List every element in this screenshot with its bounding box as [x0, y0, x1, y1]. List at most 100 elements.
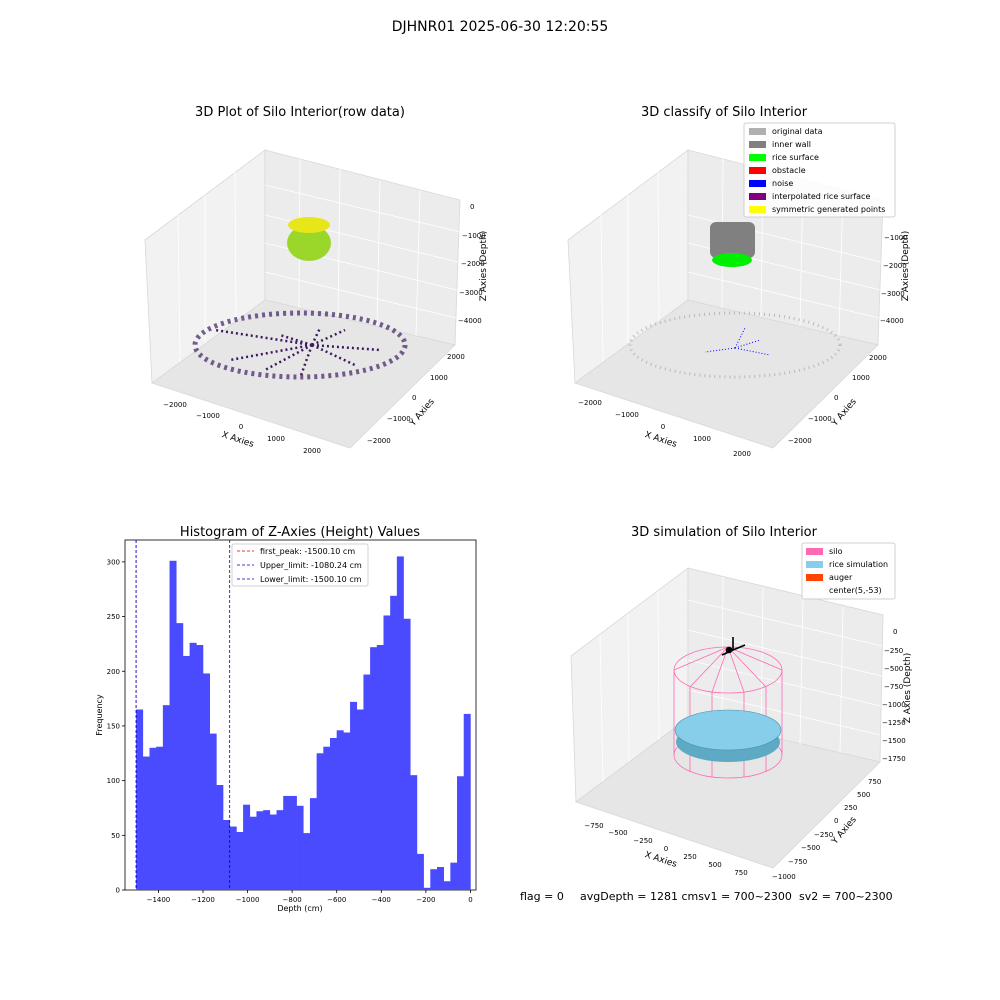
raw-3d-z-tick: 0 — [470, 203, 474, 211]
classify-3d-legend-item: interpolated rice surface — [749, 192, 870, 201]
histogram-bar — [309, 798, 317, 891]
raw-3d-x-tick: 0 — [239, 423, 243, 431]
raw-3d-z-tick: −1000 — [462, 232, 486, 240]
histogram-bar — [196, 645, 204, 890]
simulation-3d-y-tick: 750 — [868, 778, 881, 786]
simulation-3d-x-tick: 750 — [734, 869, 747, 877]
raw-3d-floor-pane — [151, 299, 456, 449]
raw-3d-rice-top — [288, 217, 330, 233]
histogram-y-tick-label: 0 — [116, 887, 120, 895]
legend-label: noise — [772, 179, 793, 188]
raw-3d-z-tick: −4000 — [458, 317, 482, 325]
figure-title: DJHNR01 2025-06-30 12:20:55 — [392, 19, 609, 35]
classify-3d-inner-wall — [710, 222, 755, 258]
classify-3d-z-label: Z Axies (Depth) — [901, 231, 911, 302]
simulation-3d-legend-item: auger — [806, 573, 853, 582]
legend-label: symmetric generated points — [772, 205, 885, 214]
simulation-3d-legend-item: silo — [806, 547, 843, 556]
simulation-3d-legend-item: center(5,-53) — [829, 586, 882, 595]
classify-3d-z-tick: −1000 — [884, 234, 908, 242]
raw-3d-box — [144, 149, 461, 449]
simulation-3d-x-ticks: −750 −500 −250 0 250 500 750 — [584, 822, 747, 877]
raw-3d-y-ticks: 2000 1000 0 −1000 −2000 — [367, 353, 465, 445]
simulation-3d-title: 3D simulation of Silo Interior — [631, 525, 818, 540]
simulation-3d-z-ticks: 0 −250 −500 −750 −1000 −1250 −1500 −1750 — [882, 628, 906, 763]
simulation-3d-y-tick: −500 — [801, 844, 820, 852]
panel-classify-3d: 3D classify of Silo Interior original da… — [567, 105, 911, 458]
classify-3d-z-tick: −4000 — [880, 317, 904, 325]
histogram-bar — [156, 746, 164, 890]
classify-3d-y-tick: 1000 — [852, 374, 870, 382]
legend-label: auger — [829, 573, 853, 582]
histogram-bar — [136, 709, 144, 890]
histogram-bar — [162, 705, 170, 890]
simulation-3d-z-tick: −750 — [884, 683, 903, 691]
histogram-bar — [463, 713, 471, 890]
simulation-3d-z-tick: −250 — [884, 647, 903, 655]
classify-3d-x-tick: −2000 — [578, 399, 602, 407]
simulation-3d-floor-pane — [575, 717, 881, 869]
classify-3d-y-tick: 2000 — [869, 354, 887, 362]
histogram-bar — [316, 753, 324, 890]
footer-flag: flag = 0 — [520, 890, 564, 903]
classify-3d-legend-item: symmetric generated points — [749, 205, 885, 214]
legend-label: rice simulation — [829, 560, 888, 569]
simulation-3d-x-tick: 500 — [708, 861, 721, 869]
legend-swatch — [749, 128, 766, 135]
histogram-bar — [383, 615, 391, 890]
classify-3d-z-ticks: −1000 −2000 −3000 −4000 — [880, 234, 908, 325]
simulation-3d-auger — [721, 637, 746, 656]
histogram-bar — [343, 732, 351, 890]
histogram-y-tick-label: 100 — [107, 777, 120, 785]
classify-3d-rice-surface — [712, 253, 752, 267]
simulation-3d-z-label: Z Axies (Depth) — [903, 653, 913, 724]
histogram-x-tick-label: −200 — [416, 896, 435, 904]
panel-raw-3d: 3D Plot of Silo Interior(row data) −2000… — [144, 105, 489, 455]
legend-label: Lower_limit: -1500.10 cm — [260, 575, 362, 584]
classify-3d-points — [628, 222, 842, 379]
classify-3d-floor-noise — [628, 311, 842, 379]
histogram-legend-frame — [231, 543, 369, 587]
raw-3d-z-label: Z Axies (Depth) — [479, 231, 489, 302]
raw-3d-floor-rays — [214, 327, 381, 379]
histogram-y-tick-label: 200 — [107, 668, 120, 676]
legend-label: inner wall — [772, 140, 811, 149]
histogram-bar — [182, 655, 190, 890]
legend-label: original data — [772, 127, 823, 136]
classify-3d-noise-rays — [704, 327, 771, 356]
raw-3d-z-tick: −3000 — [459, 289, 483, 297]
legend-swatch — [749, 180, 766, 187]
auger-center-marker — [725, 646, 733, 654]
classify-3d-legend-item: obstacle — [749, 166, 806, 175]
raw-3d-x-tick: 1000 — [267, 435, 285, 443]
histogram-bar — [430, 869, 438, 890]
raw-3d-y-tick: −2000 — [367, 437, 391, 445]
histogram-x-tick-label: −600 — [327, 896, 346, 904]
simulation-3d-y-tick: 0 — [834, 817, 838, 825]
classify-3d-floor-pane — [574, 299, 879, 449]
classify-3d-legend-item: original data — [749, 127, 823, 136]
classify-3d-y-tick: −2000 — [788, 437, 812, 445]
raw-3d-y-tick: 1000 — [430, 374, 448, 382]
classify-3d-legend-item: noise — [749, 179, 793, 188]
histogram-bar — [263, 810, 271, 890]
histogram-y-tick-label: 150 — [107, 722, 120, 730]
classify-3d-z-tick: −3000 — [881, 290, 905, 298]
simulation-3d-x-tick: 250 — [683, 853, 696, 861]
histogram-legend-item: first_peak: -1500.10 cm — [237, 547, 355, 556]
histogram-bar — [390, 595, 398, 890]
legend-swatch — [806, 548, 823, 555]
simulation-3d-z-tick: −1250 — [882, 719, 906, 727]
histogram-x-tick-label: −1000 — [236, 896, 260, 904]
histogram-y-ticks: 0 50 100 150 200 250 300 — [107, 558, 125, 895]
histogram-x-label: Depth (cm) — [277, 904, 322, 913]
raw-3d-points — [192, 217, 408, 380]
histogram-bar — [370, 647, 378, 890]
simulation-3d-z-tick: −1000 — [882, 701, 906, 709]
raw-3d-x-tick: 2000 — [303, 447, 321, 455]
simulation-3d-legend-item: rice simulation — [806, 560, 888, 569]
classify-3d-legend-item: rice surface — [749, 153, 819, 162]
simulation-3d-grid — [599, 576, 883, 783]
histogram-bar — [216, 785, 224, 890]
